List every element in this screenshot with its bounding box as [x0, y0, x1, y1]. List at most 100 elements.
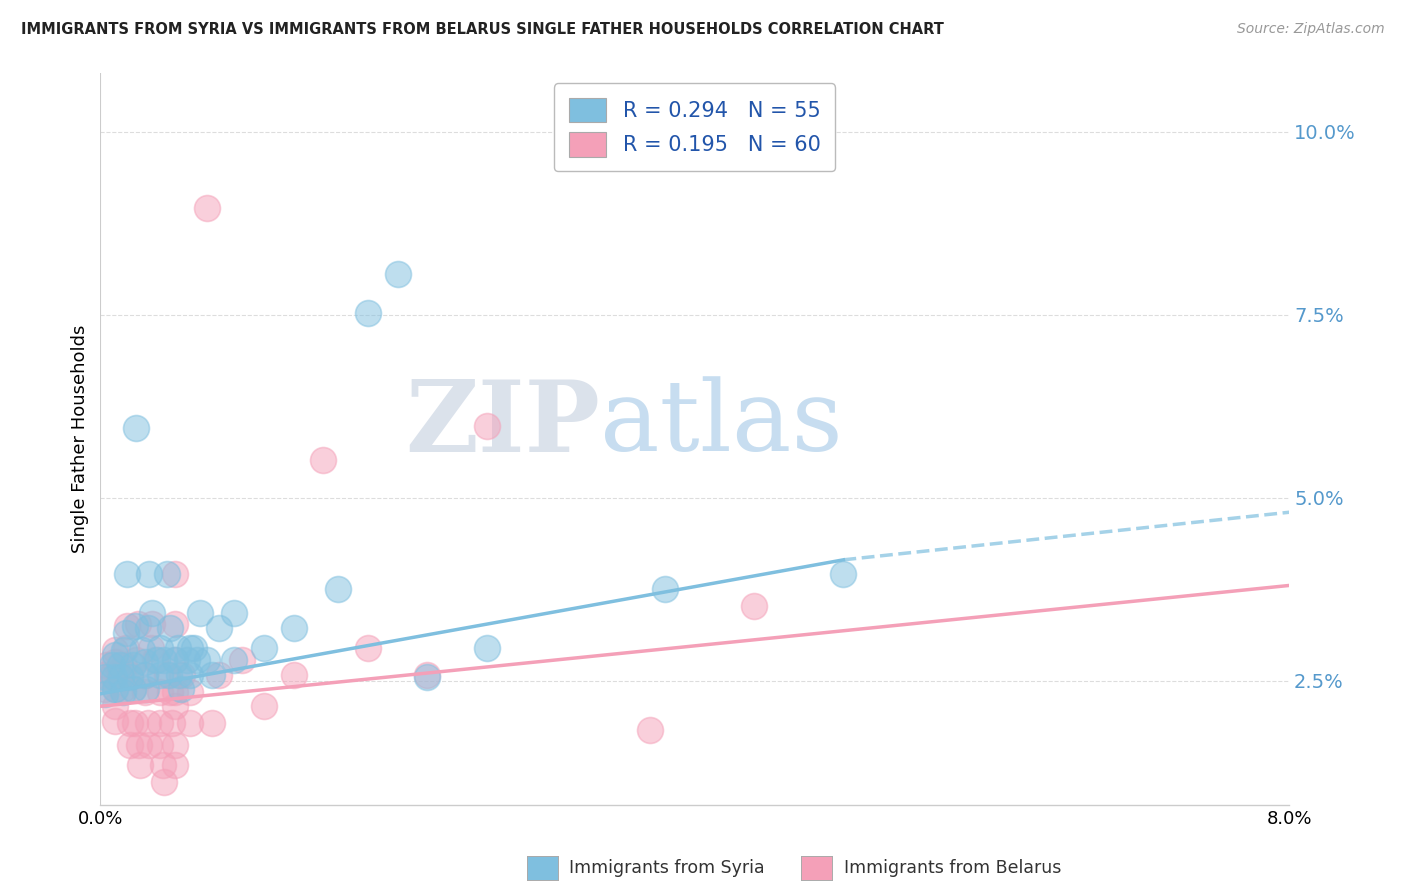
Point — [122, 682, 145, 697]
Point — [104, 714, 127, 728]
Point — [253, 699, 276, 714]
Point — [124, 716, 146, 731]
Point — [159, 684, 181, 698]
Point — [167, 667, 190, 681]
Point — [136, 621, 159, 635]
Point — [166, 640, 188, 655]
Point — [120, 716, 142, 731]
Point — [115, 567, 138, 582]
Text: Immigrants from Syria: Immigrants from Syria — [569, 859, 765, 877]
Point — [163, 699, 186, 714]
Point — [163, 738, 186, 752]
Point — [163, 616, 186, 631]
Point — [169, 682, 191, 697]
Point — [152, 757, 174, 772]
Point — [157, 667, 180, 681]
Point — [91, 667, 114, 681]
Point — [134, 667, 156, 681]
Point — [201, 716, 224, 731]
Point — [163, 653, 186, 667]
Point — [110, 670, 132, 684]
Point — [179, 684, 201, 698]
Point — [179, 640, 201, 655]
Point — [195, 202, 218, 216]
Point — [475, 640, 498, 655]
Point — [111, 682, 134, 697]
Point — [201, 667, 224, 681]
Text: Immigrants from Belarus: Immigrants from Belarus — [844, 859, 1062, 877]
Point — [208, 621, 231, 635]
Point — [103, 670, 125, 684]
Point — [195, 653, 218, 667]
Point — [149, 640, 172, 655]
Point — [143, 653, 166, 667]
Point — [638, 723, 661, 738]
Point — [138, 567, 160, 582]
Point — [104, 682, 127, 697]
Point — [146, 653, 169, 667]
Text: ZIP: ZIP — [405, 376, 600, 473]
Point — [742, 599, 765, 613]
Point — [134, 656, 156, 670]
Point — [357, 306, 380, 320]
Point — [138, 738, 160, 752]
Point — [112, 657, 135, 672]
Point — [186, 653, 208, 667]
Point — [156, 667, 179, 681]
Point — [224, 607, 246, 621]
Text: IMMIGRANTS FROM SYRIA VS IMMIGRANTS FROM BELARUS SINGLE FATHER HOUSEHOLDS CORREL: IMMIGRANTS FROM SYRIA VS IMMIGRANTS FROM… — [21, 22, 943, 37]
Y-axis label: Single Father Households: Single Father Households — [72, 325, 89, 553]
Point — [139, 640, 162, 655]
Point — [224, 653, 246, 667]
Point — [231, 653, 253, 667]
Point — [124, 618, 146, 632]
Point — [283, 667, 305, 681]
Point — [153, 774, 176, 789]
Point — [131, 643, 153, 657]
Point — [135, 682, 157, 697]
Point — [94, 670, 117, 684]
Point — [163, 757, 186, 772]
Point — [357, 640, 380, 655]
Point — [475, 418, 498, 433]
Point — [208, 667, 231, 681]
Point — [122, 657, 145, 672]
Point — [654, 582, 676, 596]
Point — [160, 716, 183, 731]
Point — [114, 626, 136, 640]
Point — [149, 667, 172, 681]
Point — [149, 716, 172, 731]
Point — [149, 738, 172, 752]
Point — [179, 667, 201, 681]
Point — [104, 643, 127, 657]
Point — [125, 653, 148, 667]
Point — [104, 682, 127, 697]
Point — [115, 618, 138, 632]
Point — [122, 682, 145, 697]
Point — [104, 656, 127, 670]
Point — [127, 616, 149, 631]
Point — [129, 757, 152, 772]
Point — [416, 667, 439, 681]
Point — [416, 670, 439, 684]
Point — [94, 682, 117, 697]
Point — [120, 667, 142, 681]
Point — [134, 684, 156, 698]
Point — [326, 582, 349, 596]
Point — [156, 567, 179, 582]
Point — [283, 621, 305, 635]
Point — [125, 421, 148, 435]
Point — [159, 621, 181, 635]
Point — [136, 716, 159, 731]
Point — [153, 653, 176, 667]
Point — [312, 452, 335, 467]
Point — [94, 687, 117, 701]
Point — [253, 640, 276, 655]
Point — [104, 699, 127, 714]
Point — [183, 640, 205, 655]
Point — [128, 738, 150, 752]
Point — [172, 667, 194, 681]
Point — [96, 657, 118, 672]
Point — [163, 653, 186, 667]
Point — [149, 684, 172, 698]
